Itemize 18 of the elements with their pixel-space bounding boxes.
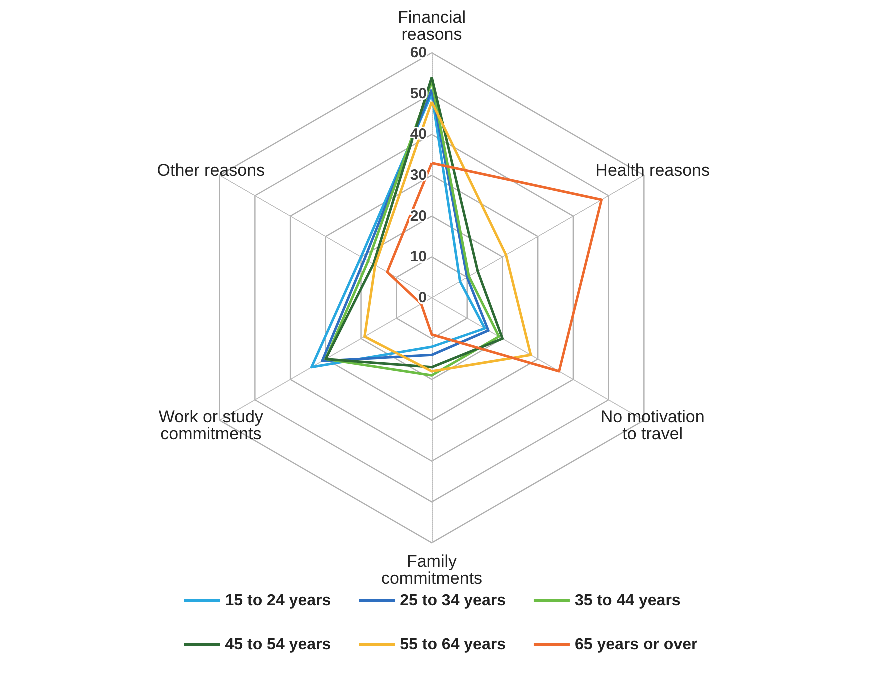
spoke-label: Health reasons	[596, 161, 710, 180]
y-tick-label: 20	[410, 208, 427, 225]
y-tick-label: 60	[410, 44, 427, 62]
legend-label: 25 to 34 years	[400, 592, 506, 610]
legend-label: 65 years or over	[574, 636, 698, 654]
spoke-label: Other reasons	[157, 161, 266, 180]
y-tick-label: 50	[410, 85, 427, 102]
y-tick-label: 0	[418, 290, 427, 306]
legend-label: 55 to 64 years	[400, 636, 506, 654]
y-tick-label: 10	[410, 248, 427, 266]
y-tick-label: 30	[410, 167, 427, 184]
spoke-label: Financial reasons	[398, 8, 466, 44]
legend-label: 45 to 54 years	[225, 636, 332, 654]
spoke-label: Family commitments	[381, 552, 483, 588]
spoke-label: No motivation to travel	[600, 408, 705, 444]
spoke-label: Work or study commitments	[158, 408, 264, 444]
legend-label: 15 to 24 years	[225, 592, 332, 610]
legend-label: 35 to 44 years	[574, 592, 681, 610]
